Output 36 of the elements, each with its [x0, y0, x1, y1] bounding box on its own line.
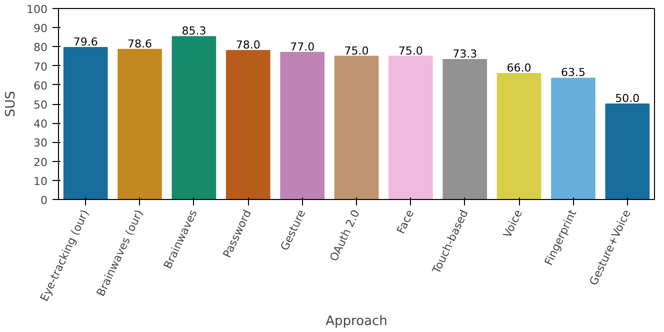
- data-label: 78.6: [128, 37, 152, 50]
- bar: [496, 72, 542, 200]
- data-label: 66.0: [506, 61, 532, 74]
- data-label: 85.3: [182, 24, 206, 38]
- data-label: 63.5: [560, 66, 586, 80]
- bar: [442, 58, 488, 200]
- bar: [226, 50, 270, 200]
- data-label: 75.0: [398, 44, 423, 58]
- y-tick-label: 40: [34, 118, 48, 131]
- bar: [551, 78, 596, 200]
- y-tick-label: 30: [34, 136, 48, 150]
- data-label: 75.0: [344, 44, 369, 58]
- y-tick-label: 50: [34, 98, 48, 112]
- data-label: 50.0: [615, 92, 640, 105]
- y-axis-title: SUS: [4, 90, 19, 118]
- data-label: 79.6: [73, 35, 98, 48]
- bar: [118, 48, 162, 200]
- y-tick-label: 100: [26, 3, 48, 16]
- y-tick-label: 80: [34, 41, 48, 54]
- y-tick-label: 70: [34, 60, 48, 74]
- bar: [63, 46, 108, 200]
- x-tick-label: Face: [394, 208, 417, 236]
- data-label: 77.0: [290, 40, 315, 54]
- bar: [388, 56, 433, 200]
- y-tick-label: 20: [34, 156, 48, 169]
- bar: [280, 52, 324, 200]
- data-label: 78.0: [236, 38, 260, 52]
- bar: [605, 104, 650, 200]
- data-label: 73.3: [452, 47, 478, 60]
- bar: [172, 36, 216, 200]
- y-tick-label: 90: [34, 22, 48, 36]
- y-tick-label: 0: [40, 194, 48, 207]
- y-tick-label: 60: [34, 79, 48, 92]
- x-axis-title: Approach: [326, 314, 388, 330]
- bar: [334, 56, 379, 200]
- y-tick-label: 10: [34, 174, 48, 188]
